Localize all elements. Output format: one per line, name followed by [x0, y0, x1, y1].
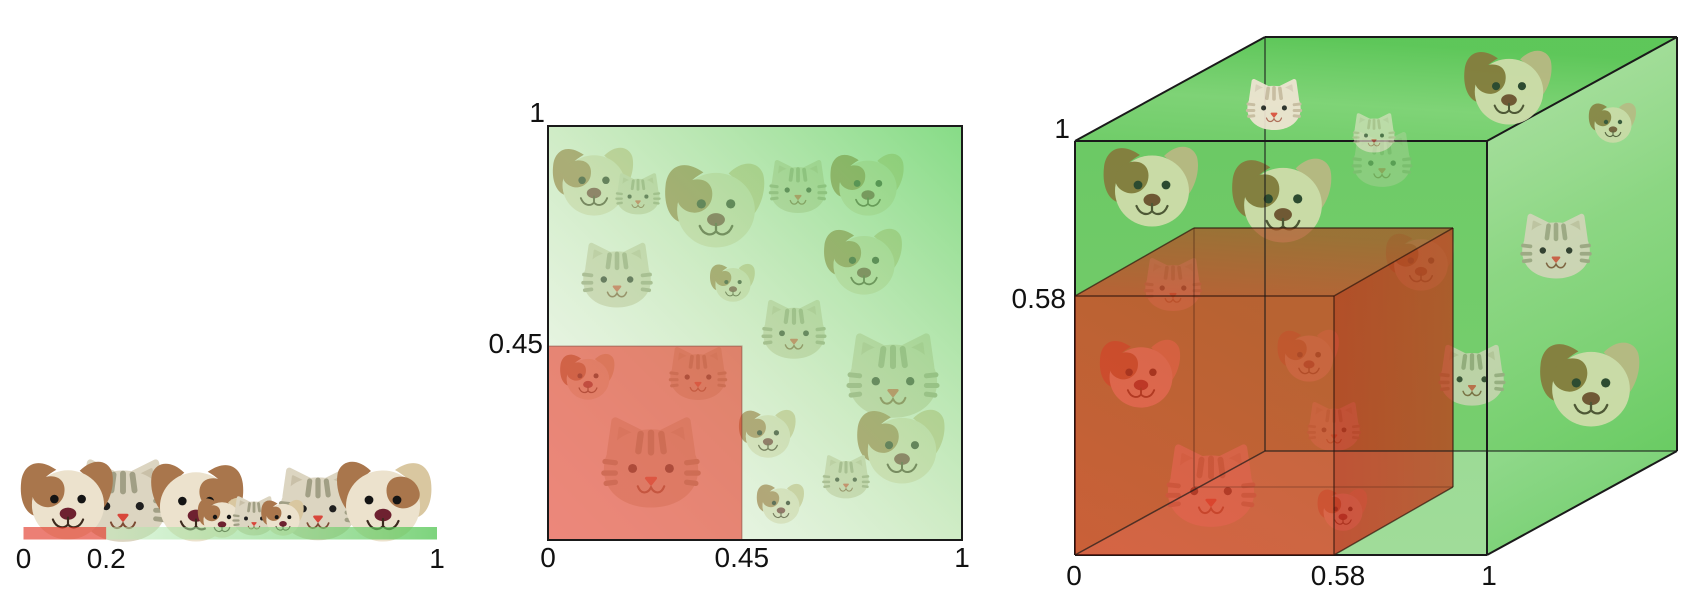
svg-text:1: 1 [954, 542, 970, 573]
svg-text:1: 1 [429, 543, 445, 574]
svg-text:1: 1 [1481, 560, 1497, 591]
svg-text:0: 0 [540, 542, 556, 573]
svg-text:0.2: 0.2 [87, 543, 126, 574]
svg-text:1: 1 [1054, 113, 1070, 144]
svg-text:0.45: 0.45 [715, 542, 770, 573]
svg-text:0: 0 [1066, 560, 1082, 591]
svg-text:0: 0 [16, 543, 32, 574]
svg-text:1: 1 [529, 97, 545, 128]
svg-text:0.58: 0.58 [1012, 283, 1067, 314]
svg-text:0.58: 0.58 [1311, 560, 1366, 591]
svg-text:0.45: 0.45 [489, 328, 544, 359]
